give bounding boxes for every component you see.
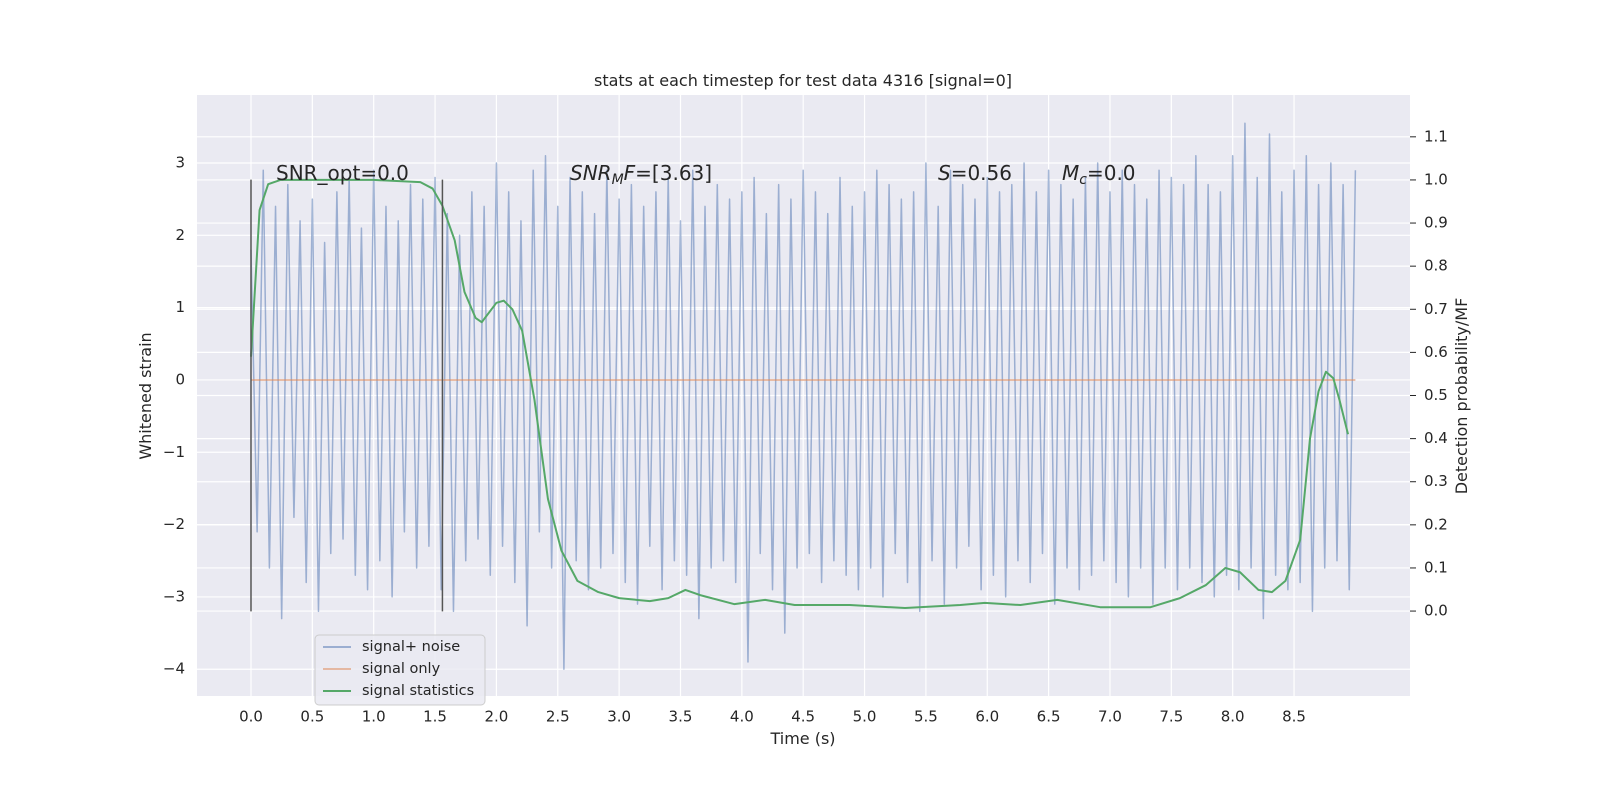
y-tick-label: 3 (175, 153, 185, 171)
x-tick-label: 5.5 (914, 708, 938, 726)
y2-tick-label: 0.0 (1424, 602, 1448, 620)
y-tick-label: 2 (175, 226, 185, 244)
x-tick-label: 1.0 (362, 708, 386, 726)
y2-tick-label: 0.5 (1424, 386, 1448, 404)
x-tick-label: 6.5 (1037, 708, 1061, 726)
y-tick-label: −1 (163, 443, 185, 461)
annotation-part: =[3.63] (635, 161, 712, 185)
x-tick-label: 4.5 (791, 708, 815, 726)
x-axis-label: Time (s) (769, 729, 835, 748)
x-tick-label: 0.0 (239, 708, 263, 726)
x-tick-label: 3.0 (607, 708, 631, 726)
marks (249, 122, 1357, 670)
y2-tick-label: 1.0 (1424, 170, 1448, 188)
y-tick-label: −3 (163, 587, 185, 605)
annotation-part: F (624, 161, 636, 185)
y-axis-label: Whitened strain (136, 332, 155, 459)
series-line (249, 178, 1350, 610)
x-tick-label: 8.0 (1221, 708, 1245, 726)
annotation: SNR_opt=0.0 (276, 161, 409, 185)
x-tick-label: 1.5 (423, 708, 447, 726)
legend-label: signal+ noise (362, 639, 460, 655)
y2-axis-label: Detection probability/MF (1452, 298, 1471, 495)
x-tick-label: 2.0 (484, 708, 508, 726)
legend-label: signal only (362, 661, 441, 677)
x-tick-label: 5.0 (853, 708, 877, 726)
annotation-part: =0.0 (1087, 161, 1136, 185)
x-tick-label: 3.5 (669, 708, 693, 726)
chart-title: stats at each timestep for test data 431… (594, 71, 1012, 90)
legend-label: signal statistics (362, 683, 474, 699)
y2-tick-label: 0.2 (1424, 515, 1448, 533)
annotation-part: M (612, 172, 624, 188)
x-tick-label: 7.0 (1098, 708, 1122, 726)
y2-tick-label: 0.4 (1424, 429, 1448, 447)
x-tick-label: 6.0 (975, 708, 999, 726)
y2-tick-label: 0.3 (1424, 472, 1448, 490)
annotation-part: c (1079, 172, 1087, 188)
y2-tick-label: 0.9 (1424, 214, 1448, 232)
x-tick-label: 7.5 (1159, 708, 1183, 726)
y2-tick-label: 0.8 (1424, 257, 1448, 275)
y2-tick-label: 1.1 (1424, 127, 1448, 145)
annotation-part: =0.56 (951, 161, 1012, 185)
annotation: SNRMF=[3.63] (570, 161, 712, 188)
y2-tick-label: 0.1 (1424, 558, 1448, 576)
x-tick-label: 8.5 (1282, 708, 1306, 726)
series-line (250, 122, 1357, 670)
y2-tick-label: 0.6 (1424, 343, 1448, 361)
y-tick-label: 1 (175, 298, 185, 316)
annotation-part: SNR_opt=0.0 (276, 161, 409, 185)
y-tick-label: 0 (175, 370, 185, 388)
annotation-part: M (1062, 161, 1079, 185)
annotation-part: S (938, 161, 951, 185)
legend-box (314, 634, 486, 706)
y-tick-label: −4 (163, 660, 185, 678)
annotation-part: SNR (570, 161, 612, 185)
y-tick-label: −2 (163, 515, 185, 533)
x-tick-label: 0.5 (300, 708, 324, 726)
y2-tick-label: 0.7 (1424, 300, 1448, 318)
x-tick-label: 2.5 (546, 708, 570, 726)
annotation: S=0.56 (938, 161, 1012, 185)
annotation: Mc=0.0 (1062, 161, 1136, 188)
overlay: 0.0 0.5 1.0 1.5 2.0 2.5 3.0 3.5 4.0 4.5 5.0 5.5 6.0 6… (163, 127, 1448, 725)
x-tick-label: 4.0 (730, 708, 754, 726)
